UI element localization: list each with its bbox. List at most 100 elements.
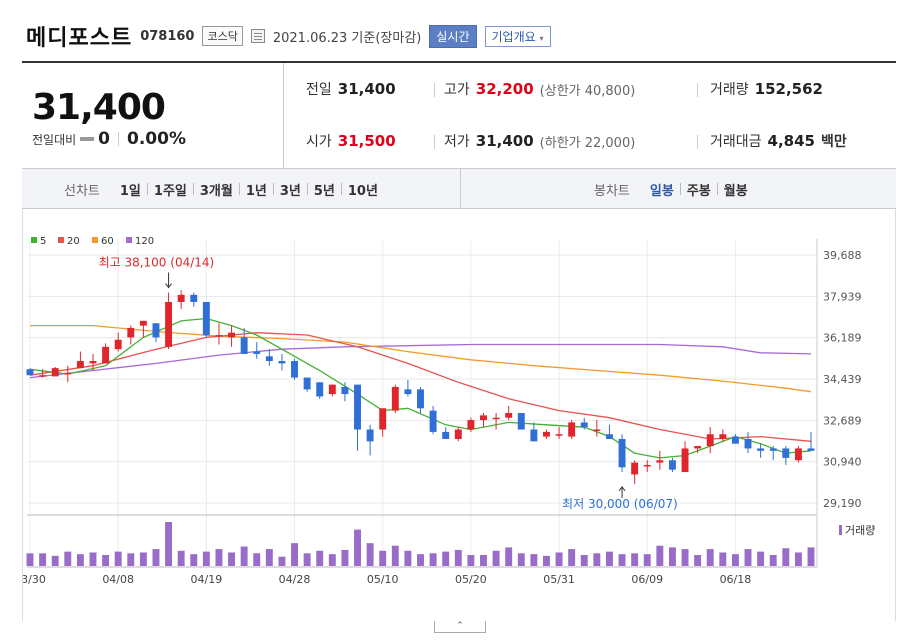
volume-bar: [694, 555, 702, 566]
candle-body: [593, 429, 601, 432]
legend-label: 5: [40, 236, 46, 247]
flat-icon: [80, 137, 95, 141]
divider: [340, 183, 342, 195]
lower-limit: (하한가 22,000): [539, 135, 636, 151]
change-value: 0: [98, 129, 111, 149]
volume-bar: [139, 552, 147, 566]
line-chart-tab-5[interactable]: 5년: [313, 183, 335, 199]
divider: [460, 169, 461, 209]
y-tick-label: 37,939: [823, 290, 862, 303]
candle-body: [253, 351, 261, 354]
company-overview-dropdown[interactable]: 기업개요 ▾: [484, 25, 551, 47]
realtime-button[interactable]: 실시간: [429, 24, 477, 48]
volume-bar: [328, 554, 336, 566]
prev-close: 전일 31,400: [306, 79, 396, 99]
line-chart-head: 선차트: [64, 183, 100, 199]
candle-body: [757, 448, 765, 451]
volume-bar: [769, 555, 777, 566]
volume-bar: [517, 553, 525, 566]
volume-bar: [165, 522, 173, 566]
candle-body: [39, 375, 47, 377]
candle-chart-tab-2[interactable]: 월봉: [723, 183, 748, 199]
chevron-up-icon: ⌃: [456, 621, 464, 631]
candle-body: [391, 387, 399, 411]
current-price: 31,400: [32, 87, 166, 128]
high-annotation: 최고 38,100 (04/14): [99, 256, 215, 270]
current-price-box: 31,400 전일대비 0 0.00%: [22, 63, 284, 169]
volume-bar: [719, 552, 727, 566]
candle-chart-tab-0[interactable]: 일봉: [649, 183, 674, 199]
candle-body: [631, 462, 639, 475]
volume-bar: [265, 549, 273, 566]
candle-body: [76, 361, 84, 369]
volume-bar: [190, 554, 198, 566]
ma20-line: [29, 332, 812, 442]
candle-body: [429, 410, 437, 432]
candle-body: [328, 384, 336, 395]
line-chart-tab-6[interactable]: 10년: [347, 183, 378, 199]
candle-body: [643, 464, 651, 467]
volume-bar: [605, 551, 613, 566]
volume-bar: [152, 549, 160, 566]
volume-bar: [807, 547, 815, 566]
x-tick-label: 05/10: [367, 573, 399, 586]
volume-value: 152,562: [754, 80, 823, 98]
volume-bar: [782, 548, 790, 566]
candle-body: [240, 337, 248, 354]
divider: [272, 183, 274, 195]
line-chart-tab-1[interactable]: 1주일: [153, 183, 187, 199]
volume-bar: [391, 545, 399, 566]
candle-body: [769, 448, 777, 451]
upper-limit: (상한가 40,800): [539, 83, 636, 99]
volume-bar: [505, 547, 513, 566]
volume-bar: [643, 554, 651, 566]
legend-swatch: [92, 237, 98, 243]
x-tick-label: 04/28: [279, 573, 311, 586]
volume-bar: [593, 553, 601, 566]
y-tick-label: 32,689: [823, 414, 862, 427]
volume-bar: [757, 551, 765, 566]
line-chart-tab-4[interactable]: 3년: [279, 183, 301, 199]
volume-bar: [492, 550, 500, 566]
x-tick-label: 03/30: [23, 573, 46, 586]
volume-bar: [454, 549, 462, 566]
candle-body: [202, 301, 210, 336]
candle-chart-tab-1[interactable]: 주봉: [686, 183, 711, 199]
candle-body: [505, 412, 513, 418]
amount-label: 거래대금: [710, 134, 762, 150]
candle-body: [719, 434, 727, 439]
legend-swatch: [31, 237, 37, 243]
candle-body: [177, 294, 185, 302]
line-chart-tab-3[interactable]: 1년: [245, 183, 267, 199]
candle-body: [215, 335, 223, 337]
candle-body: [165, 301, 173, 347]
ma120-line: [29, 343, 812, 379]
x-tick-label: 06/18: [720, 573, 752, 586]
low-arrow-head: [618, 486, 626, 492]
divider: [697, 83, 698, 97]
volume-bar: [618, 554, 626, 566]
volume-bar: [316, 550, 324, 566]
volume-bar: [240, 546, 248, 566]
volume-bar: [278, 556, 286, 566]
line-chart-tab-2[interactable]: 3개월: [199, 183, 233, 199]
candle-body: [480, 415, 487, 421]
volume-bar: [568, 549, 576, 566]
candle-body: [303, 377, 311, 390]
candle-body: [454, 429, 462, 439]
candle-body: [89, 361, 97, 364]
open-price: 시가 31,500: [306, 131, 396, 151]
volume-bar: [354, 529, 361, 566]
collapse-handle[interactable]: ⌃: [434, 621, 486, 633]
line-chart-tab-0[interactable]: 1일: [119, 183, 141, 199]
chevron-down-icon: ▾: [539, 33, 544, 43]
volume-bar: [744, 549, 752, 566]
volume-bar: [253, 553, 261, 566]
volume-bar: [127, 553, 135, 566]
volume-bar: [442, 551, 450, 566]
candle-body: [64, 372, 72, 375]
candle-body: [127, 327, 135, 338]
volume-bar: [76, 554, 84, 566]
low-label: 저가: [444, 134, 470, 150]
candle-body: [794, 448, 802, 461]
